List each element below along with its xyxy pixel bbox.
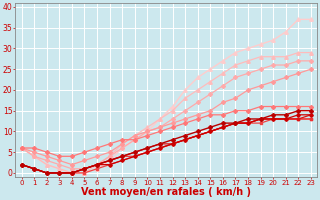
X-axis label: Vent moyen/en rafales ( km/h ): Vent moyen/en rafales ( km/h )	[81, 187, 251, 197]
